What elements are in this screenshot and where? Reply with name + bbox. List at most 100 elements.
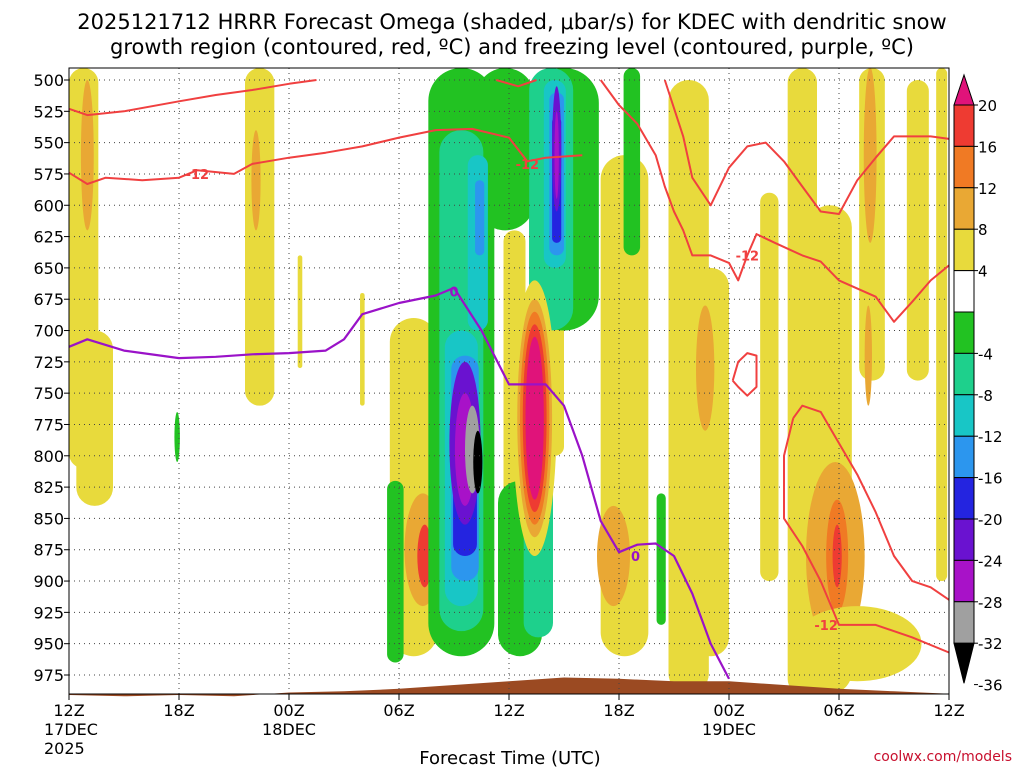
omega-cell-13 xyxy=(597,505,630,607)
x-tick-label: 19DEC xyxy=(702,720,756,739)
dgz-contour-line-7 xyxy=(783,417,950,654)
x-tick-label: 17DEC xyxy=(44,720,98,739)
y-tick-label: 650 xyxy=(33,259,64,278)
y-tick-label: 900 xyxy=(33,572,64,591)
y-tick-label: 500 xyxy=(33,71,64,90)
omega-cell-60 xyxy=(525,336,544,500)
omega-cell-1 xyxy=(76,330,113,506)
dgz-contours xyxy=(68,79,950,654)
omega-cell-17 xyxy=(760,192,779,582)
colorbar-label: 12 xyxy=(978,180,997,198)
colorbar-swatch-13 xyxy=(953,601,975,644)
colorbar-swatch-14 xyxy=(953,642,975,684)
y-tick-label: 750 xyxy=(33,384,64,403)
colorbar-label: -32 xyxy=(978,635,1003,653)
colorbar-swatch-5 xyxy=(953,270,975,313)
dgz-contour-line-4 xyxy=(663,79,950,215)
colorbar-label: 20 xyxy=(978,97,997,115)
freezing-label-1: 0 xyxy=(449,286,458,301)
colorbar-swatch-11 xyxy=(953,518,975,561)
y-tick-label: 850 xyxy=(33,509,64,528)
y-tick-label: 625 xyxy=(33,228,64,247)
dgz-contour-line-5 xyxy=(731,352,758,397)
y-tick-label: 950 xyxy=(33,635,64,654)
x-tick-label: 06Z xyxy=(823,701,854,720)
dgz-contour-line-1 xyxy=(68,127,583,185)
y-tick-label: 700 xyxy=(33,322,64,341)
omega-cell-25 xyxy=(864,305,872,406)
colorbar-swatch-2 xyxy=(953,145,975,189)
colorbar-swatch-9 xyxy=(953,435,975,479)
colorbar-swatch-10 xyxy=(953,477,975,520)
freezing-label-2: 0 xyxy=(631,550,640,565)
grid-lines xyxy=(69,68,949,694)
colorbar-swatch-3 xyxy=(953,187,975,230)
omega-cell-4 xyxy=(251,130,261,231)
dgz-contour-line-6 xyxy=(792,404,950,601)
y-tick-label: 800 xyxy=(33,447,64,466)
colorbar-label: -4 xyxy=(978,345,993,363)
terrain-surface xyxy=(69,677,949,697)
x-tick-label: 12Z xyxy=(493,701,524,720)
dgz-label-3: -12 xyxy=(736,249,760,264)
dgz-contour-line-3 xyxy=(599,79,950,323)
colorbar-label: -36 xyxy=(978,677,1003,695)
colorbar-label: 8 xyxy=(978,221,988,239)
chart-title-line-1: 2025121712 HRRR Forecast Omega (shaded, … xyxy=(77,10,946,34)
y-axis: 500 525 550 575 600 625 650 675 700 725 750 775 800 8… xyxy=(33,71,69,685)
colorbar-label: -16 xyxy=(978,470,1003,488)
omega-cell-30 xyxy=(476,68,535,231)
colorbar-label: -28 xyxy=(978,594,1003,612)
omega-cell-27 xyxy=(936,68,948,582)
colorbar-swatch-4 xyxy=(953,228,975,272)
x-tick-label: 12Z xyxy=(53,701,84,720)
dgz-label-4: -12 xyxy=(814,619,838,634)
contour-labels: -12 -12 -12 -12 0 0 xyxy=(186,158,838,634)
omega-cell-55 xyxy=(473,430,483,494)
omega-cell-26 xyxy=(906,80,929,381)
x-tick-label: 00Z xyxy=(713,701,744,720)
colorbar-swatch-0 xyxy=(953,73,975,106)
x-tick-label: 18Z xyxy=(603,701,634,720)
colorbar-label: -8 xyxy=(978,387,993,405)
y-tick-label: 775 xyxy=(33,415,64,434)
colorbar: 20 16 12 8 4 -4 -8 -12 -16 -20 -24 -28 -32 -36 xyxy=(953,73,1003,695)
y-tick-label: 600 xyxy=(33,196,64,215)
x-tick-label: 2025 xyxy=(44,739,85,758)
y-tick-label: 525 xyxy=(33,102,64,121)
x-axis-title: Forecast Time (UTC) xyxy=(419,748,600,768)
chart-title-line-2: growth region (contoured, red, ºC) and f… xyxy=(110,35,914,59)
terrain-layer xyxy=(69,677,949,697)
omega-cell-32 xyxy=(623,68,641,256)
y-tick-label: 725 xyxy=(33,353,64,372)
x-tick-label: 18DEC xyxy=(262,720,316,739)
omega-cell-35 xyxy=(656,493,666,625)
y-tick-label: 975 xyxy=(33,666,64,685)
colorbar-label: -20 xyxy=(978,511,1003,529)
y-tick-label: 925 xyxy=(33,603,64,622)
omega-cell-22 xyxy=(832,524,842,588)
colorbar-label: 16 xyxy=(978,138,997,156)
y-tick-label: 550 xyxy=(33,134,64,153)
colorbar-label: 4 xyxy=(978,263,988,281)
omega-cell-9 xyxy=(417,524,432,588)
dgz-contour-line-2 xyxy=(495,79,537,88)
omega-cell-33 xyxy=(387,480,404,663)
omega-cell-5 xyxy=(297,255,303,369)
x-tick-label: 00Z xyxy=(273,701,304,720)
x-tick-label: 06Z xyxy=(383,701,414,720)
y-tick-label: 675 xyxy=(33,290,64,309)
freezing-contour xyxy=(68,286,730,680)
omega-cell-28 xyxy=(793,606,922,682)
colorbar-label: -12 xyxy=(978,428,1003,446)
dgz-label-2: -12 xyxy=(516,158,540,173)
omega-cell-16 xyxy=(696,305,715,431)
omega-cell-36 xyxy=(174,411,180,463)
colorbar-label: -24 xyxy=(978,552,1003,570)
colorbar-swatch-12 xyxy=(953,559,975,603)
omega-cell-24 xyxy=(863,67,877,243)
dgz-label-1: -12 xyxy=(186,168,210,183)
x-tick-label: 12Z xyxy=(933,701,964,720)
